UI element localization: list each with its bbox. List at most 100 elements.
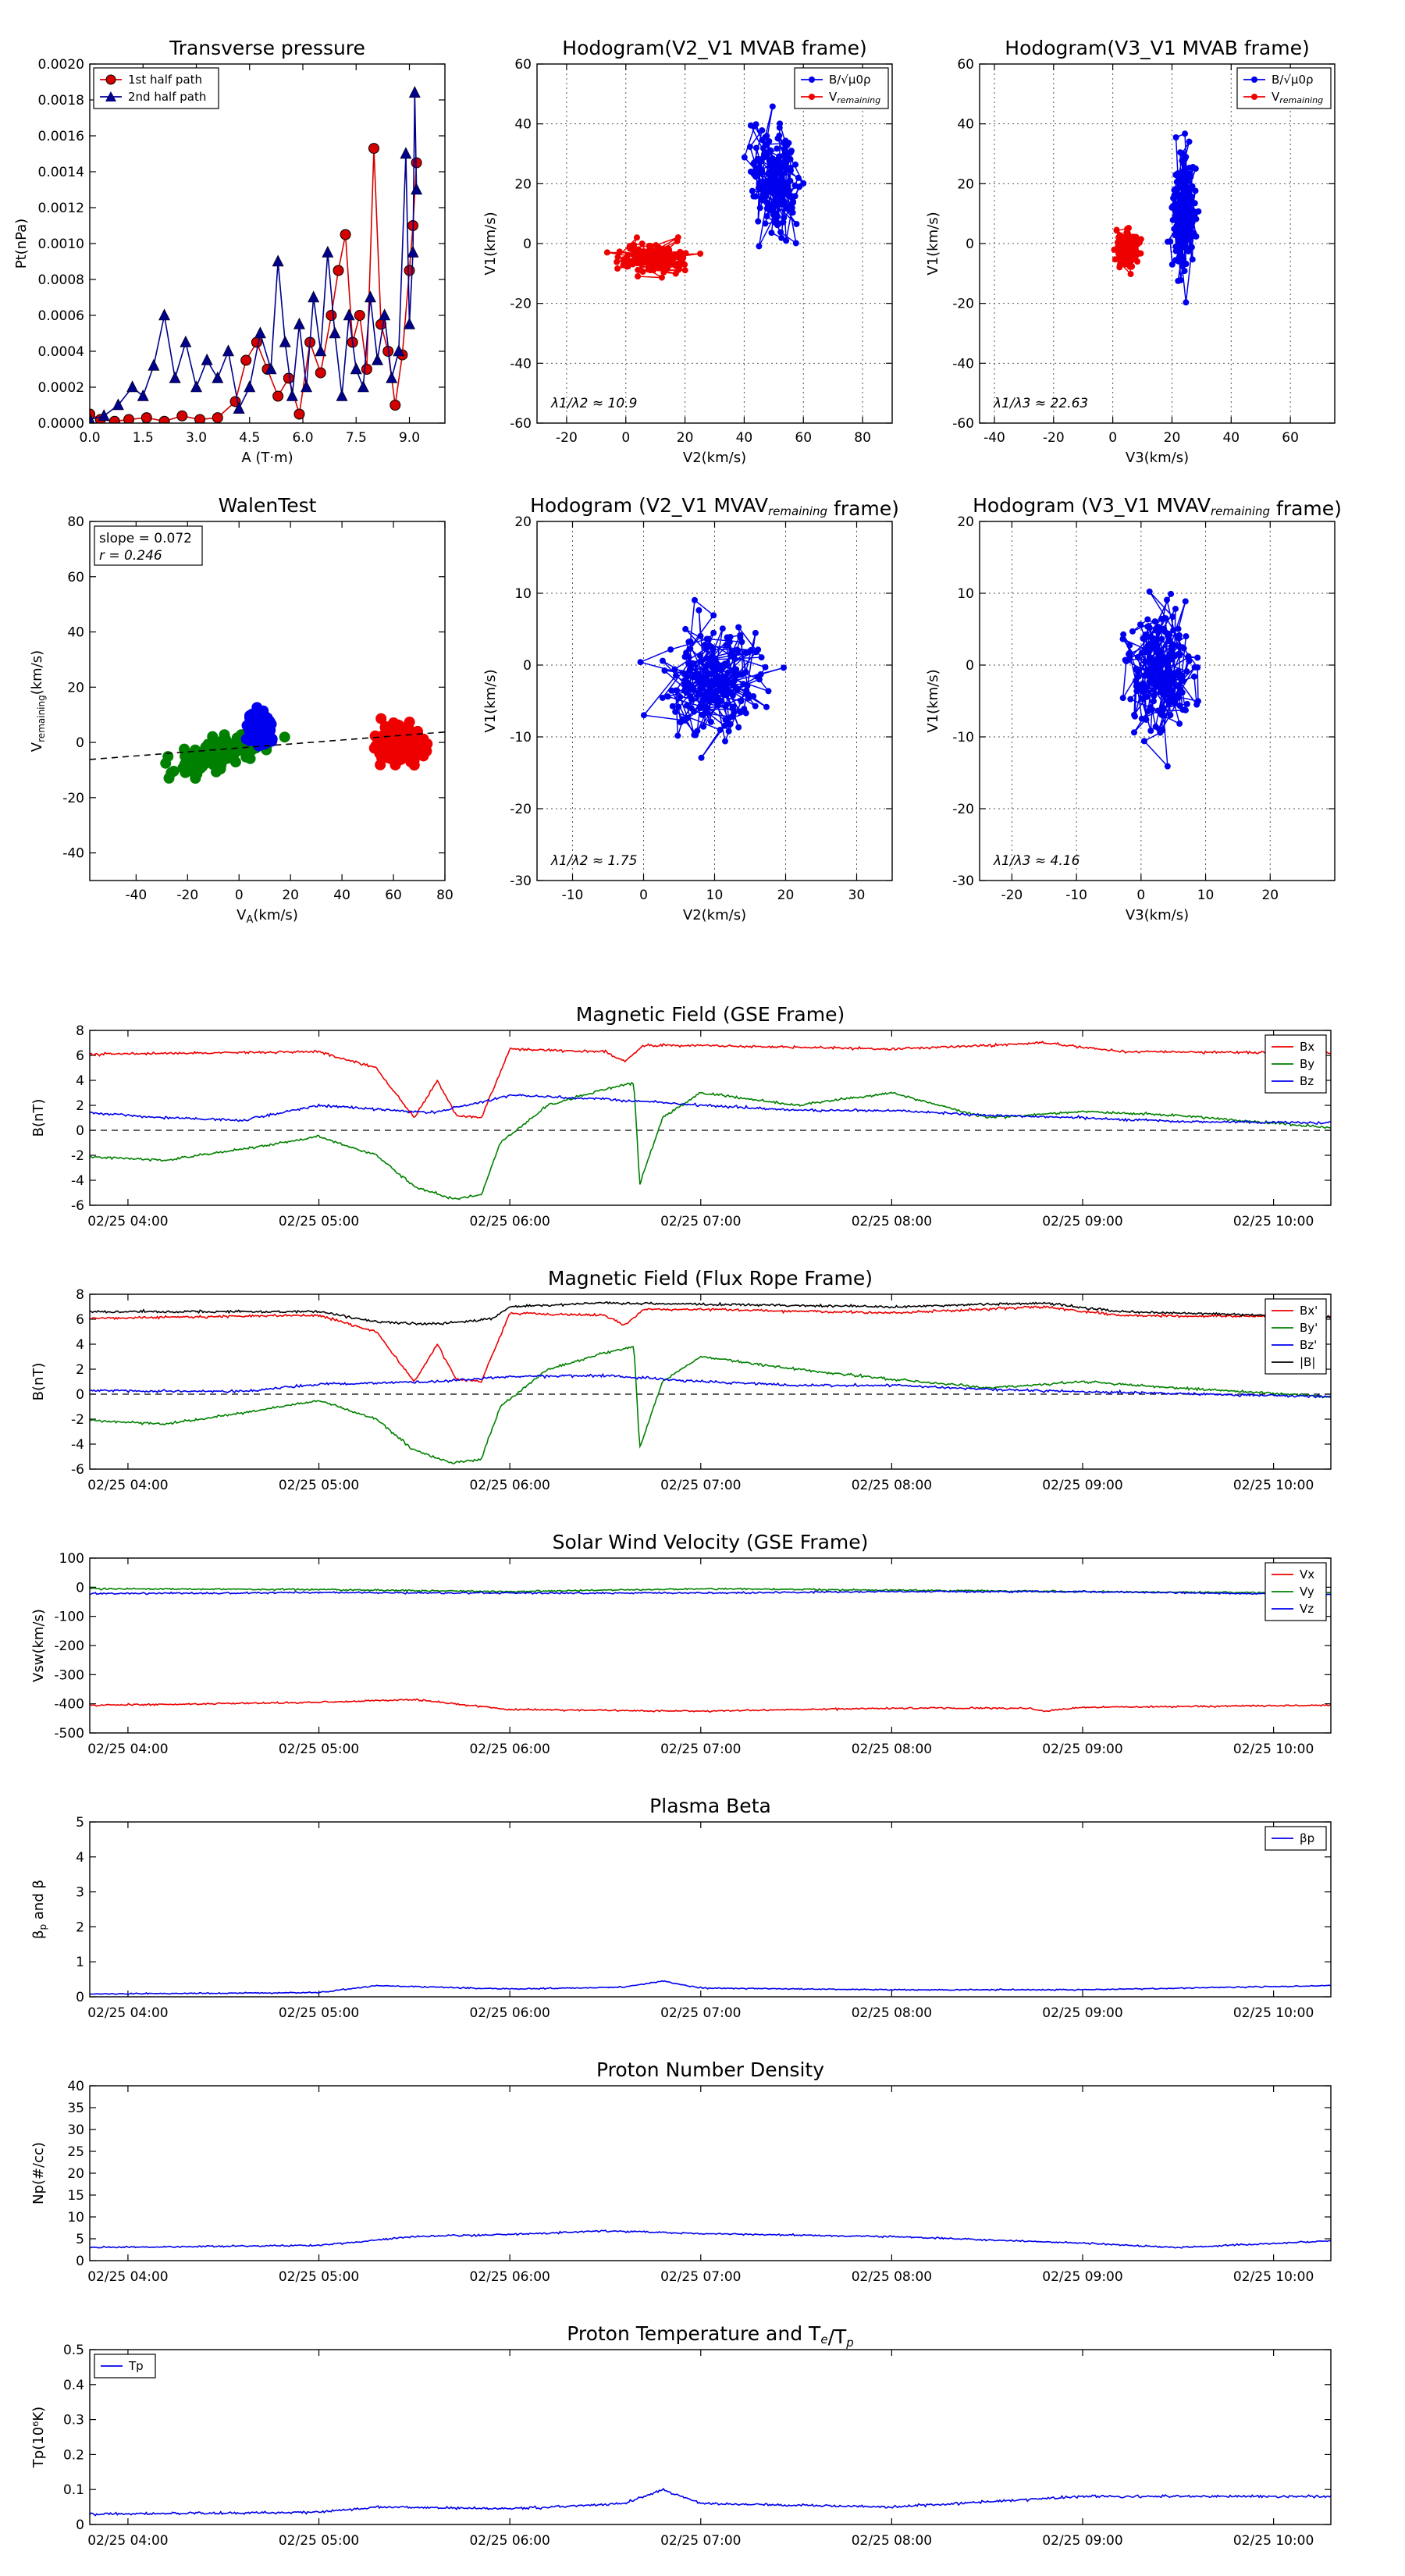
h4-point: [1185, 653, 1192, 660]
tp-title: Transverse pressure: [169, 37, 365, 59]
h2-point: [1117, 256, 1124, 263]
h4-point: [1130, 729, 1137, 736]
fr-xtick-label: 02/25 07:00: [660, 1478, 741, 1493]
beta-ylabel-part: and β: [30, 1880, 47, 1924]
h3-point: [659, 657, 666, 664]
h4-title-part: Hodogram (V3_V1 MVAV: [973, 494, 1211, 517]
h3-point: [717, 697, 724, 704]
walen-point: [402, 738, 414, 750]
h4-point: [1172, 700, 1179, 707]
fr-ytick-label: -4: [71, 1437, 84, 1453]
h1-point: [624, 263, 631, 270]
tp-point: [372, 353, 384, 365]
h3-ytick-label: 0: [523, 658, 532, 674]
h3-point: [738, 698, 745, 705]
h1-point: [614, 254, 621, 261]
h1-point: [790, 199, 797, 206]
h4-point: [1135, 673, 1142, 680]
walen-panel: WalenTest -40 -20 0 20 40 60 80 -40 -20 0 20 40 60 80 V…: [29, 494, 454, 926]
tp-point: [148, 358, 160, 371]
h2-point: [1172, 213, 1179, 220]
h2-xtick-label: 60: [1282, 430, 1299, 446]
fr-frame: [89, 1293, 1332, 1470]
tp-ytick-label: 0.0000: [38, 416, 84, 432]
tp-point: [126, 380, 139, 393]
h1-legend-box: [794, 67, 889, 109]
h1-point: [635, 257, 642, 264]
h2-point: [1182, 242, 1189, 249]
vel-ylabel: Vsw(km/s): [30, 1609, 47, 1682]
tp-point: [357, 380, 369, 393]
h1-point: [774, 145, 781, 152]
tp-ytick-label: 0.0016: [38, 129, 84, 144]
mf-ytick-label: 0: [76, 1123, 84, 1139]
h4-point: [1165, 674, 1172, 681]
h3-xlabel: V2(km/s): [683, 907, 746, 923]
mf-panel: Magnetic Field (GSE Frame) -6 -4 -2 0 2 4 6 8 02/…: [30, 1003, 1332, 1229]
h1-point: [752, 173, 759, 180]
tp-xtick-label: 7.5: [346, 430, 367, 446]
h3-point: [745, 695, 752, 702]
walen-point: [258, 711, 270, 723]
h1-ytick-label: 40: [514, 117, 532, 133]
fr-series-2: [90, 1372, 1331, 1399]
np-xtick-label: 02/25 07:00: [660, 2269, 741, 2285]
h1-point: [614, 258, 621, 265]
h3-point: [743, 687, 750, 694]
h4-point: [1168, 590, 1175, 597]
mf-ytick-label: 8: [76, 1023, 84, 1039]
h2-point: [1111, 246, 1118, 253]
h1-point: [750, 193, 757, 200]
h1-point: [660, 252, 667, 259]
tp-ytick-label: 0.0010: [38, 237, 84, 252]
h4-point: [1179, 644, 1186, 651]
walen-point: [168, 765, 180, 777]
h2-ytick-label: 20: [957, 176, 974, 192]
fr-panel: Magnetic Field (Flux Rope Frame)-6-4-202…: [30, 1267, 1332, 1493]
h4-point: [1129, 628, 1136, 635]
h3-point: [724, 669, 731, 676]
h3-point: [731, 708, 738, 715]
mf-xtick-label: 02/25 10:00: [1233, 1214, 1314, 1229]
h1-point: [759, 126, 766, 133]
h1-frame: [536, 63, 893, 424]
h4-point: [1169, 614, 1176, 621]
h4-xtick-label: -10: [1065, 888, 1087, 903]
tp-xtick-label: 0.0: [79, 430, 100, 446]
h3-point: [742, 710, 749, 717]
h3-point: [748, 647, 755, 654]
h3-point: [727, 713, 735, 720]
np-xtick-label: 02/25 08:00: [852, 2269, 932, 2285]
tp-point: [279, 335, 291, 347]
h4-point: [1147, 646, 1154, 653]
h4-point: [1131, 711, 1138, 718]
h1-legend-label-part: remaining: [837, 95, 880, 105]
h2-eigen-ratio: λ1/λ3 ≈ 22.63: [993, 396, 1088, 411]
h1-point: [621, 258, 628, 265]
h4-point: [1158, 684, 1165, 691]
h2-title: Hodogram(V3_V1 MVAB frame): [1005, 37, 1309, 59]
h2-panel: Hodogram(V3_V1 MVAB frame) -60 -40 -20 0 20 40…: [925, 37, 1336, 466]
walen-ylabel-part: remaining: [36, 695, 47, 742]
walen-ytick-label: 80: [67, 514, 84, 530]
h1-point: [789, 209, 796, 216]
tp-legend-marker: [105, 74, 116, 85]
h4-ylabel: V1(km/s): [925, 669, 941, 732]
h3-point: [690, 685, 697, 692]
tp-point: [283, 372, 294, 384]
h4-point: [1138, 649, 1145, 656]
h3-point: [672, 708, 679, 715]
tpp-ytick-label: 0: [76, 2517, 84, 2533]
h3-point: [684, 702, 691, 709]
h1-point: [639, 269, 646, 276]
walen-point: [413, 738, 425, 749]
tp-legend-label: 2nd half path: [128, 90, 206, 104]
h2-point: [1188, 244, 1195, 251]
np-plot-area: [90, 2229, 1331, 2249]
tp-series-line: [90, 92, 418, 421]
mf-xtick-label: 02/25 08:00: [852, 1214, 932, 1229]
h2-point: [1168, 261, 1176, 268]
np-xtick-label: 02/25 06:00: [469, 2269, 550, 2285]
h3-point: [669, 703, 676, 710]
